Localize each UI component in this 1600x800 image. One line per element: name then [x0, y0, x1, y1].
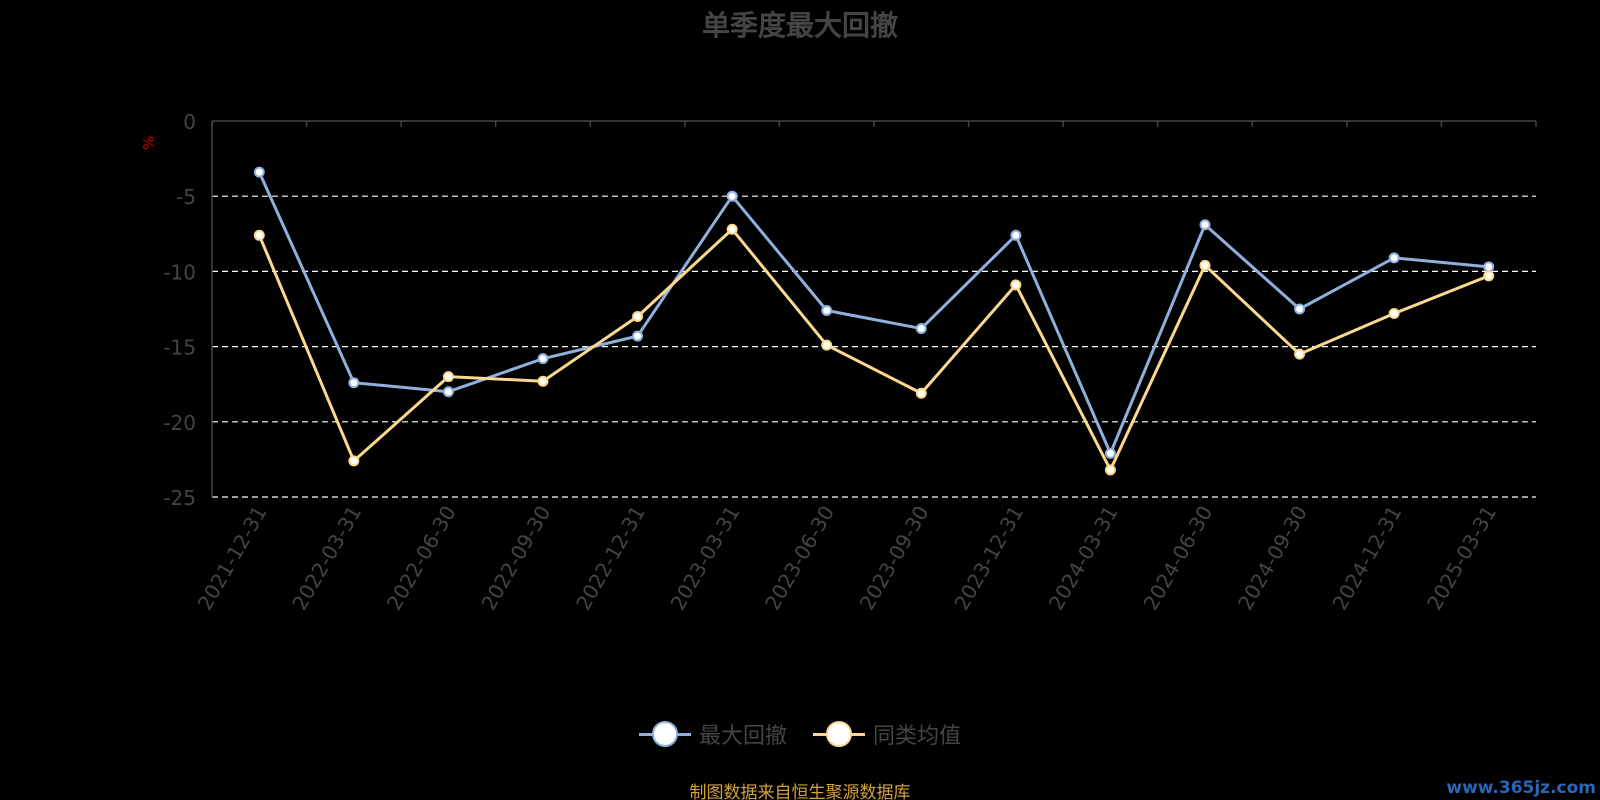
- series-1-point: [537, 353, 549, 365]
- series-1-point: [442, 386, 454, 398]
- series-1-point: [1388, 252, 1400, 264]
- series-1-point: [1199, 219, 1211, 231]
- chart-legend: 最大回撤 同类均值: [0, 718, 1600, 750]
- chart-title: 单季度最大回撤: [701, 9, 898, 42]
- series-2-point: [1104, 464, 1116, 476]
- y-tick-label: -15: [163, 336, 196, 360]
- series-line-1: [257, 171, 1489, 458]
- series-2-point: [537, 375, 549, 387]
- x-tick-label: 2023-03-31: [666, 502, 745, 615]
- series-2-point: [1010, 279, 1022, 291]
- x-tick-label: 2022-09-30: [476, 502, 555, 615]
- y-tick-label: 0: [183, 110, 196, 134]
- x-tick-label: 2024-06-30: [1138, 502, 1217, 615]
- x-tick-label: 2022-03-31: [287, 502, 366, 615]
- series-2-point: [1294, 348, 1306, 360]
- x-tick-label: 2022-12-31: [571, 502, 650, 615]
- legend-label-series-2: 同类均值: [873, 724, 962, 749]
- series-2-point: [726, 223, 738, 235]
- series-1-point: [915, 323, 927, 335]
- x-tick-label: 2024-09-30: [1233, 502, 1312, 615]
- x-tick-label: 2023-06-30: [760, 502, 839, 615]
- y-tick-label: -25: [163, 486, 196, 510]
- series-1-point: [1483, 261, 1495, 273]
- series-line-2: [257, 227, 1490, 474]
- x-tick-label: 2021-12-31: [193, 502, 272, 615]
- y-tick-label: -5: [176, 185, 196, 209]
- legend-item-series-1[interactable]: 最大回撤: [638, 718, 787, 750]
- series-1-point: [821, 305, 833, 317]
- legend-item-series-2[interactable]: 同类均值: [813, 718, 961, 750]
- series-1-point: [1104, 447, 1116, 459]
- series-1-point: [632, 330, 644, 342]
- series-1-point: [726, 190, 738, 202]
- series-1-point: [1294, 303, 1306, 315]
- y-tick-label: -20: [163, 411, 196, 435]
- y-tick-label: -10: [163, 260, 196, 284]
- series-2-point: [821, 339, 833, 351]
- x-tick-label: 2023-09-30: [855, 501, 934, 614]
- series-2-point: [253, 229, 265, 241]
- x-tick-label: 2022-06-30: [382, 502, 461, 615]
- legend-swatch-series-2: [813, 719, 865, 749]
- legend-swatch-series-1: [638, 719, 691, 749]
- legend-label-series-1: 最大回撤: [698, 724, 787, 749]
- series-2-point: [442, 371, 454, 383]
- x-tick-label: 2023-12-31: [949, 502, 1028, 615]
- data-source-note: 制图数据来自恒生聚源数据库: [689, 783, 911, 800]
- watermark: www.365jz.com: [1446, 778, 1596, 798]
- series-1-point: [253, 166, 265, 178]
- x-tick-label: 2024-03-31: [1044, 502, 1123, 615]
- series-1-point: [1010, 229, 1022, 241]
- x-tick-label: 2024-12-31: [1328, 502, 1407, 615]
- series-2-point: [1199, 259, 1211, 271]
- series-2-point: [915, 387, 927, 399]
- series-2-point: [348, 455, 360, 467]
- series-1-point: [348, 377, 360, 389]
- series-2-point: [1388, 308, 1400, 320]
- series-2-point: [1483, 270, 1495, 282]
- x-tick-label: 2025-03-31: [1422, 502, 1501, 615]
- series-2-point: [632, 311, 644, 323]
